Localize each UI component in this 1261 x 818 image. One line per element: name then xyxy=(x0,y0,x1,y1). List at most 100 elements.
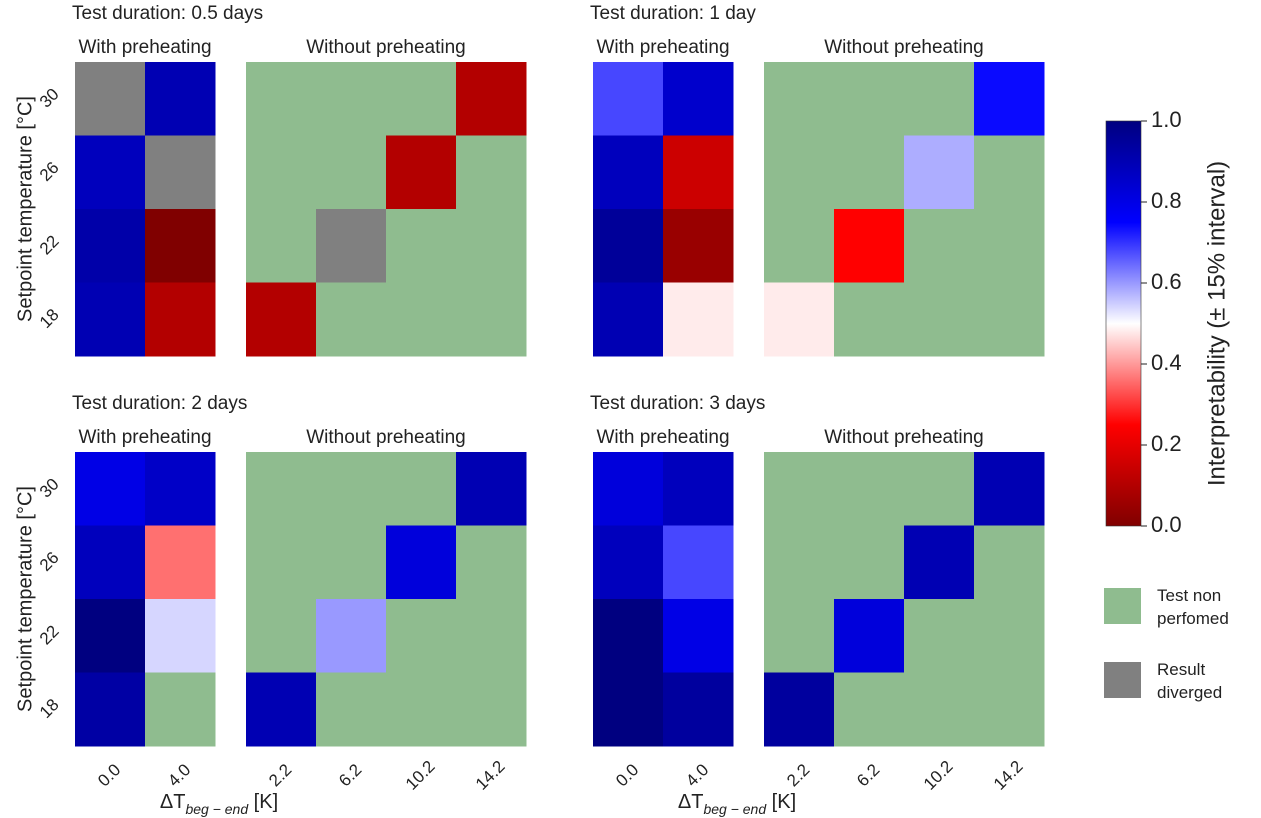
legend-label-line2: perfomed xyxy=(1157,609,1229,628)
cell-nopreheat-r3-c1 xyxy=(316,672,387,747)
x-tick-label: 2.2 xyxy=(783,760,813,790)
y-tick-label: 30 xyxy=(36,475,63,502)
cell-preheat-r2-c0 xyxy=(593,599,664,673)
cell-nopreheat-r3-c3 xyxy=(974,282,1045,357)
cell-nopreheat-r3-c1 xyxy=(834,282,905,357)
cell-nopreheat-r1-c3 xyxy=(456,525,527,600)
cell-preheat-r3-c0 xyxy=(593,672,664,747)
cell-preheat-r1-c1 xyxy=(145,135,216,210)
colorbar-tick-label: 0.2 xyxy=(1151,431,1182,456)
cell-nopreheat-r3-c2 xyxy=(904,282,975,357)
cell-nopreheat-r3-c2 xyxy=(386,282,457,357)
legend-label-line2: diverged xyxy=(1157,683,1222,702)
cell-nopreheat-r0-c2 xyxy=(386,62,457,136)
cell-nopreheat-r0-c1 xyxy=(834,452,905,526)
cell-nopreheat-r0-c2 xyxy=(904,62,975,136)
y-axis-label: Setpoint temperature [°C] xyxy=(14,486,36,712)
y-axis-label: Setpoint temperature [°C] xyxy=(14,96,36,322)
cell-nopreheat-r0-c0 xyxy=(764,452,835,526)
cell-nopreheat-r0-c3 xyxy=(456,452,527,526)
cell-nopreheat-r1-c2 xyxy=(386,525,457,600)
y-tick-label: 22 xyxy=(36,232,63,259)
cell-nopreheat-r0-c3 xyxy=(456,62,527,136)
cell-nopreheat-r3-c2 xyxy=(904,672,975,747)
x-tick-label: 10.2 xyxy=(402,757,439,794)
x-tick-label: 4.0 xyxy=(164,760,194,790)
cell-preheat-r1-c0 xyxy=(75,135,146,210)
cell-nopreheat-r0-c3 xyxy=(974,452,1045,526)
x-tick-label: 4.0 xyxy=(682,760,712,790)
cell-nopreheat-r2-c2 xyxy=(386,599,457,673)
legend-swatch xyxy=(1104,662,1141,698)
without-preheating-label: Without preheating xyxy=(306,427,466,448)
legend-item-2: Result diverged xyxy=(1104,660,1222,702)
cell-nopreheat-r2-c1 xyxy=(834,209,905,283)
cell-preheat-r1-c1 xyxy=(145,525,216,600)
y-tick-label: 18 xyxy=(36,695,63,722)
x-tick-label: 0.0 xyxy=(94,760,124,790)
cell-nopreheat-r0-c2 xyxy=(904,452,975,526)
cell-nopreheat-r3-c1 xyxy=(316,282,387,357)
cell-nopreheat-r2-c2 xyxy=(904,599,975,673)
cell-preheat-r1-c0 xyxy=(593,135,664,210)
cell-nopreheat-r1-c1 xyxy=(834,525,905,600)
y-tick-label: 22 xyxy=(36,622,63,649)
cell-preheat-r3-c0 xyxy=(75,282,146,357)
cell-preheat-r2-c0 xyxy=(593,209,664,283)
cell-nopreheat-r3-c0 xyxy=(246,672,317,747)
cell-preheat-r3-c1 xyxy=(145,282,216,357)
colorbar-gradient xyxy=(1105,120,1142,527)
with-preheating-label: With preheating xyxy=(596,37,729,58)
x-tick-label: 2.2 xyxy=(265,760,295,790)
panel-2: Test duration: 1 day With preheating Witho… xyxy=(590,3,1045,357)
y-tick-label: 26 xyxy=(36,158,63,185)
cell-nopreheat-r1-c0 xyxy=(246,525,317,600)
cell-nopreheat-r2-c1 xyxy=(316,209,387,283)
panels-layer: Test duration: 0.5 days With preheating Wi… xyxy=(14,3,1045,817)
cell-preheat-r2-c0 xyxy=(75,599,146,673)
cell-preheat-r3-c0 xyxy=(75,672,146,747)
cell-preheat-r3-c1 xyxy=(145,672,216,747)
cell-nopreheat-r2-c0 xyxy=(764,599,835,673)
cell-preheat-r2-c1 xyxy=(145,209,216,283)
cell-nopreheat-r3-c3 xyxy=(456,672,527,747)
colorbar: 0.0 0.2 0.4 0.6 0.8 1.0 Interpretability (± 15… xyxy=(1105,107,1230,537)
panel-1: Test duration: 0.5 days With preheating Wi… xyxy=(14,3,527,357)
cell-nopreheat-r2-c0 xyxy=(246,599,317,673)
cell-nopreheat-r2-c3 xyxy=(456,209,527,283)
legend-label-line1: Test non xyxy=(1157,586,1221,605)
panel-title: Test duration: 3 days xyxy=(590,393,765,414)
cell-preheat-r0-c0 xyxy=(593,452,664,526)
with-preheating-label: With preheating xyxy=(78,37,211,58)
cell-nopreheat-r2-c1 xyxy=(316,599,387,673)
cell-nopreheat-r0-c0 xyxy=(246,452,317,526)
legend: Test non perfomed Result diverged xyxy=(1104,586,1229,702)
cell-nopreheat-r3-c0 xyxy=(764,672,835,747)
panel-title: Test duration: 1 day xyxy=(590,3,756,24)
cell-nopreheat-r2-c3 xyxy=(974,209,1045,283)
colorbar-tick-label: 1.0 xyxy=(1151,107,1182,132)
cell-nopreheat-r0-c1 xyxy=(316,452,387,526)
colorbar-tick-label: 0.8 xyxy=(1151,188,1182,213)
cell-preheat-r1-c0 xyxy=(75,525,146,600)
cell-nopreheat-r1-c0 xyxy=(764,135,835,210)
cell-nopreheat-r3-c0 xyxy=(764,282,835,357)
cell-nopreheat-r1-c2 xyxy=(904,525,975,600)
legend-swatch xyxy=(1104,588,1141,624)
legend-label-line1: Result xyxy=(1157,660,1205,679)
cell-nopreheat-r1-c2 xyxy=(904,135,975,210)
legend-item-1: Test non perfomed xyxy=(1104,586,1229,628)
cell-nopreheat-r3-c3 xyxy=(974,672,1045,747)
cell-nopreheat-r1-c0 xyxy=(246,135,317,210)
panel-3: Test duration: 2 days With preheating With… xyxy=(14,393,527,817)
without-preheating-label: Without preheating xyxy=(306,37,466,58)
cell-preheat-r1-c0 xyxy=(593,525,664,600)
colorbar-label: Interpretability (± 15% interval) xyxy=(1203,161,1230,486)
cell-preheat-r0-c1 xyxy=(663,452,734,526)
cell-preheat-r3-c0 xyxy=(593,282,664,357)
cell-nopreheat-r2-c3 xyxy=(974,599,1045,673)
panel-title: Test duration: 2 days xyxy=(72,393,247,414)
cell-nopreheat-r2-c0 xyxy=(764,209,835,283)
cell-preheat-r2-c1 xyxy=(663,209,734,283)
without-preheating-label: Without preheating xyxy=(824,37,984,58)
